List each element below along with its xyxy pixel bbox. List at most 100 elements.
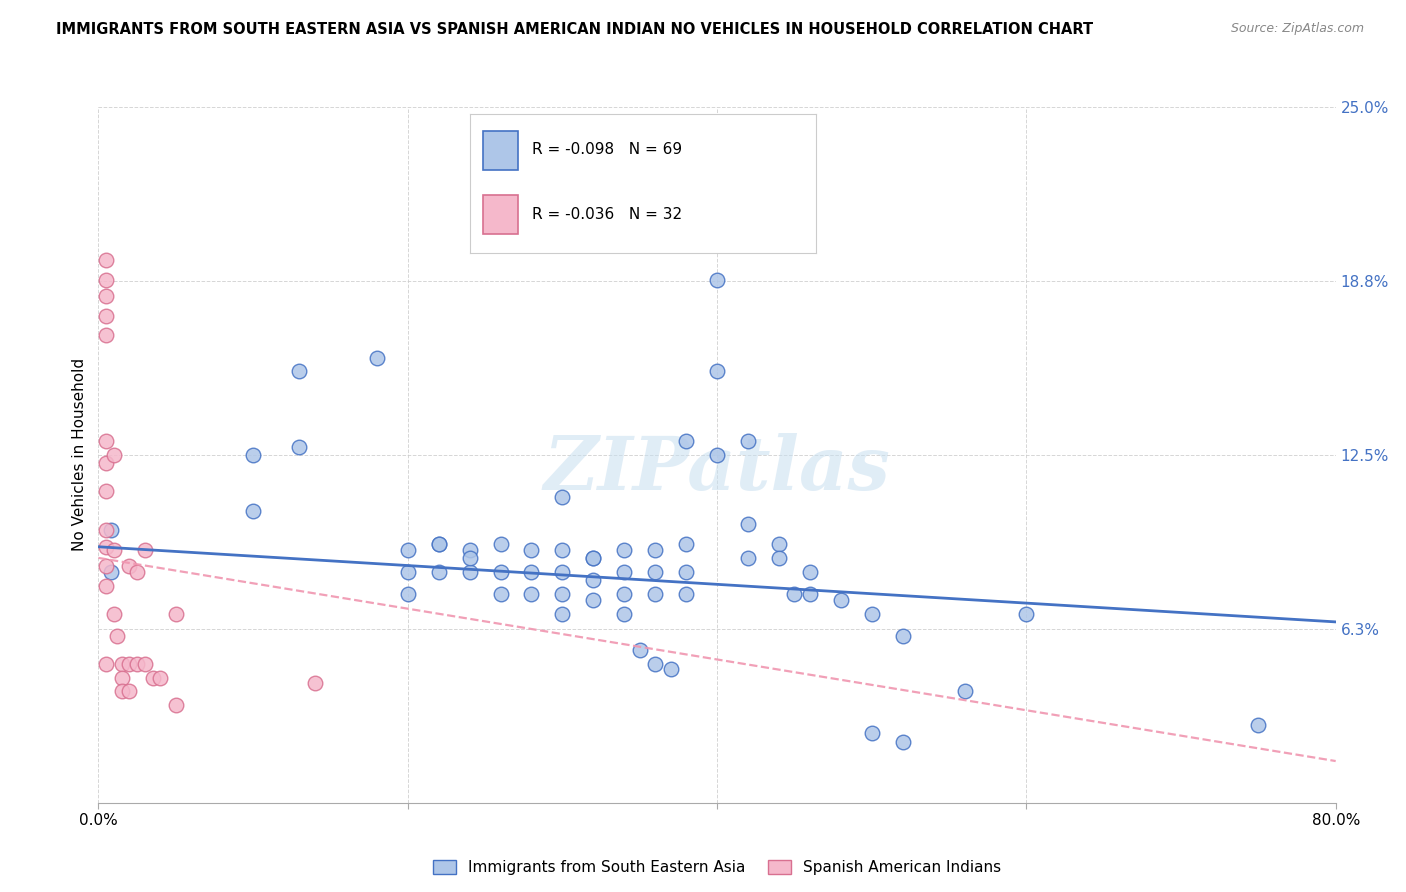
Point bbox=[96, 657, 118, 671]
Point bbox=[628, 642, 651, 657]
Point bbox=[582, 550, 605, 565]
Point bbox=[489, 537, 512, 551]
Point bbox=[768, 537, 790, 551]
Point bbox=[706, 448, 728, 462]
Point bbox=[953, 684, 976, 698]
Point bbox=[242, 503, 264, 517]
Point bbox=[118, 657, 141, 671]
Text: Source: ZipAtlas.com: Source: ZipAtlas.com bbox=[1230, 22, 1364, 36]
Point bbox=[489, 587, 512, 601]
Point bbox=[551, 565, 574, 579]
Point bbox=[659, 662, 682, 676]
Point bbox=[396, 542, 419, 557]
Y-axis label: No Vehicles in Household: No Vehicles in Household bbox=[72, 359, 87, 551]
Point bbox=[111, 671, 132, 685]
Point bbox=[613, 542, 636, 557]
Point bbox=[675, 565, 697, 579]
Point bbox=[96, 272, 118, 286]
Point bbox=[134, 542, 156, 557]
Point bbox=[644, 542, 666, 557]
Point bbox=[96, 540, 118, 554]
Point bbox=[613, 607, 636, 621]
Point bbox=[165, 607, 187, 621]
Point bbox=[103, 607, 125, 621]
Point bbox=[103, 448, 125, 462]
Point bbox=[613, 587, 636, 601]
Point bbox=[830, 592, 852, 607]
Point bbox=[706, 364, 728, 378]
Point bbox=[96, 523, 118, 537]
Point bbox=[96, 253, 118, 268]
Point bbox=[111, 657, 132, 671]
Point bbox=[105, 629, 128, 643]
Point bbox=[134, 657, 156, 671]
Point bbox=[96, 579, 118, 593]
Point bbox=[644, 587, 666, 601]
Point bbox=[100, 523, 122, 537]
Point bbox=[288, 440, 311, 454]
Point bbox=[582, 550, 605, 565]
Point bbox=[551, 490, 574, 504]
Point bbox=[613, 565, 636, 579]
Point bbox=[127, 657, 149, 671]
Point bbox=[96, 559, 118, 574]
Point bbox=[458, 542, 481, 557]
Point bbox=[396, 565, 419, 579]
Point bbox=[520, 565, 543, 579]
Point bbox=[1247, 718, 1270, 732]
Point bbox=[242, 448, 264, 462]
Point bbox=[582, 592, 605, 607]
Point bbox=[737, 517, 759, 532]
Point bbox=[768, 550, 790, 565]
Point bbox=[427, 565, 450, 579]
Point bbox=[427, 537, 450, 551]
Point bbox=[96, 289, 118, 303]
Point bbox=[706, 272, 728, 286]
Point bbox=[860, 726, 883, 740]
Point bbox=[396, 587, 419, 601]
Point bbox=[165, 698, 187, 713]
Point bbox=[127, 565, 149, 579]
Point bbox=[103, 542, 125, 557]
Point bbox=[799, 565, 821, 579]
Point bbox=[489, 565, 512, 579]
Text: IMMIGRANTS FROM SOUTH EASTERN ASIA VS SPANISH AMERICAN INDIAN NO VEHICLES IN HOU: IMMIGRANTS FROM SOUTH EASTERN ASIA VS SP… bbox=[56, 22, 1094, 37]
Point bbox=[737, 550, 759, 565]
Point bbox=[551, 607, 574, 621]
Point bbox=[644, 657, 666, 671]
Point bbox=[304, 676, 326, 690]
Point bbox=[675, 537, 697, 551]
Legend: Immigrants from South Eastern Asia, Spanish American Indians: Immigrants from South Eastern Asia, Span… bbox=[433, 860, 1001, 875]
Point bbox=[141, 671, 165, 685]
Point bbox=[582, 573, 605, 587]
Point bbox=[96, 434, 118, 448]
Point bbox=[675, 434, 697, 448]
Point bbox=[520, 542, 543, 557]
Point bbox=[118, 684, 141, 698]
Text: ZIPatlas: ZIPatlas bbox=[544, 433, 890, 505]
Point bbox=[675, 587, 697, 601]
Point bbox=[551, 542, 574, 557]
Point bbox=[149, 671, 172, 685]
Point bbox=[551, 587, 574, 601]
Point bbox=[458, 565, 481, 579]
Point bbox=[799, 587, 821, 601]
Point bbox=[529, 155, 551, 169]
Point bbox=[288, 364, 311, 378]
Point bbox=[737, 434, 759, 448]
Point bbox=[427, 537, 450, 551]
Point bbox=[860, 607, 883, 621]
Point bbox=[96, 328, 118, 343]
Point bbox=[100, 565, 122, 579]
Point bbox=[783, 587, 806, 601]
Point bbox=[1015, 607, 1038, 621]
Point bbox=[458, 550, 481, 565]
Point bbox=[111, 684, 132, 698]
Point bbox=[644, 565, 666, 579]
Point bbox=[96, 309, 118, 323]
Point bbox=[96, 456, 118, 470]
Point bbox=[118, 559, 141, 574]
Point bbox=[891, 734, 914, 748]
Point bbox=[96, 484, 118, 499]
Point bbox=[366, 351, 388, 365]
